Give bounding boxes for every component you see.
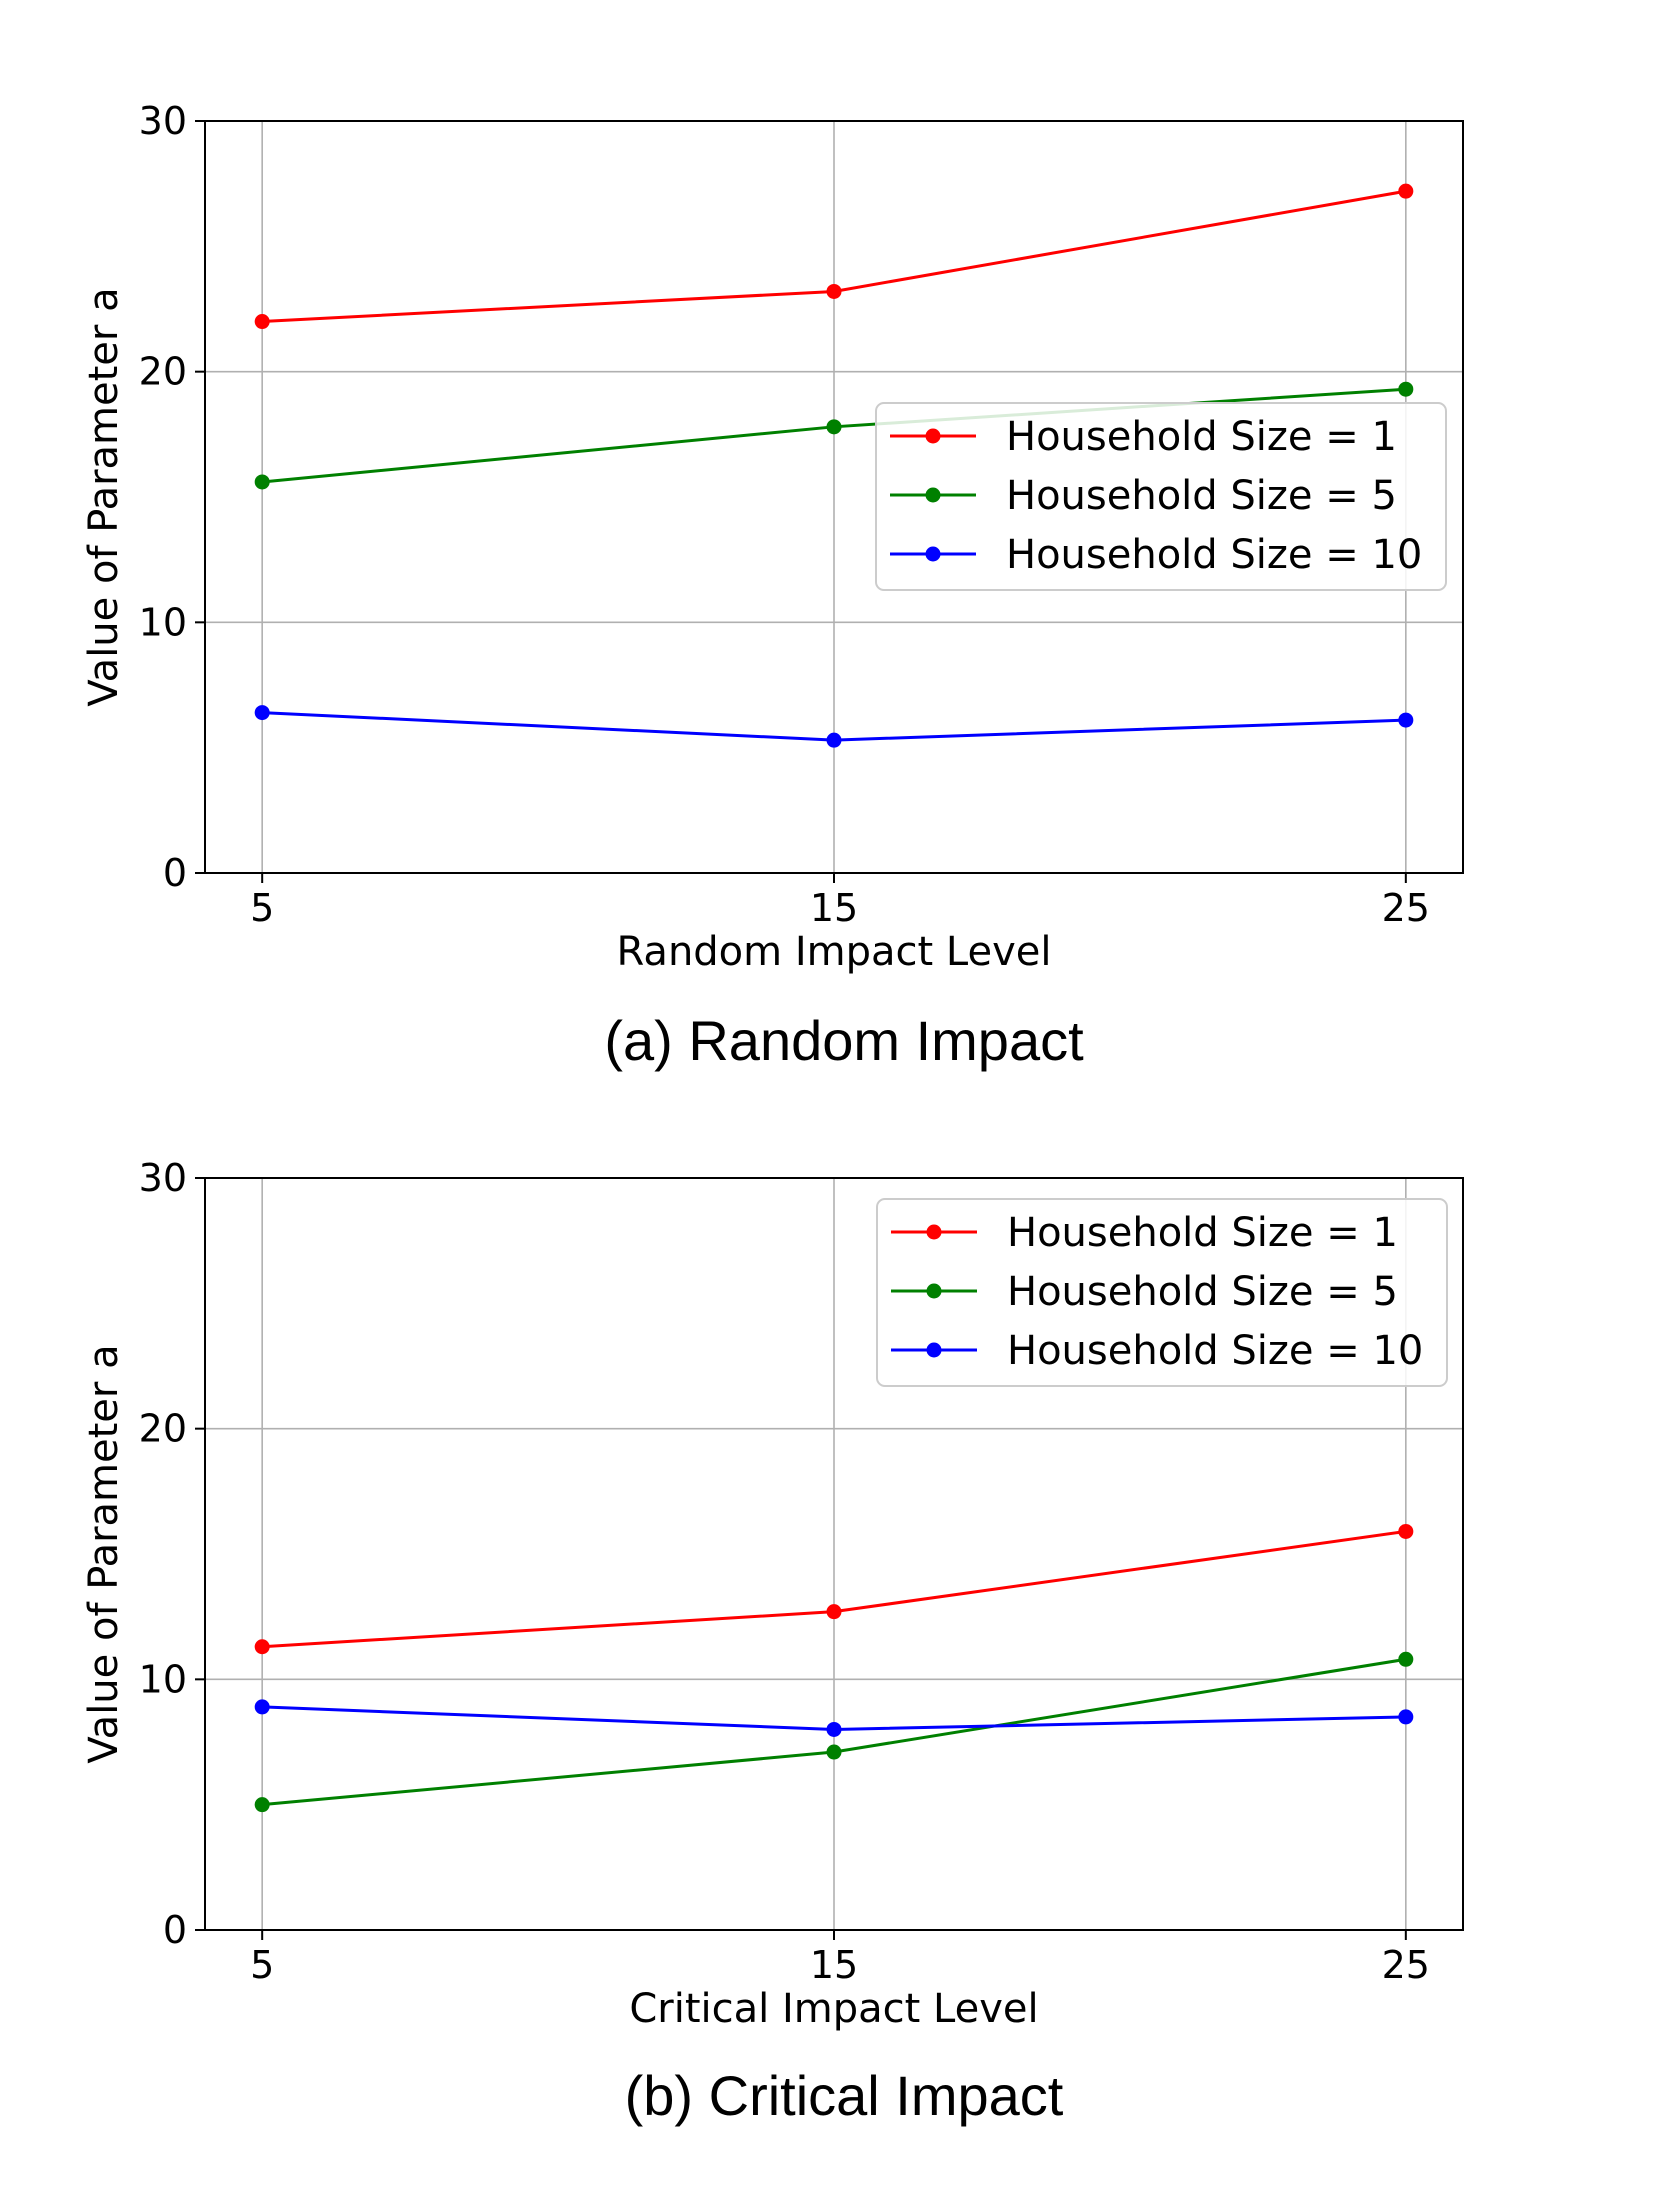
x-tick-label: 15 — [810, 886, 858, 930]
legend-entry: Household Size = 5 — [891, 1269, 1398, 1315]
x-tick-label: 15 — [810, 1943, 858, 1987]
data-point — [826, 283, 842, 299]
panel-caption: (b) Critical Impact — [625, 2064, 1064, 2127]
data-point — [254, 314, 270, 330]
legend-box — [876, 1198, 1448, 1387]
data-point — [254, 705, 270, 721]
data-point — [826, 732, 842, 748]
legend-label: Household Size = 1 — [1007, 1210, 1398, 1256]
data-point — [826, 1604, 842, 1620]
x-tick-labels: 5 15 25 — [250, 1930, 1430, 1987]
legend: Household Size = 1 Household Size = 5 Hous… — [876, 1198, 1448, 1387]
chart-random-impact: 5 15 25 0 10 20 30 Random Impact Level Value … — [81, 99, 1464, 1072]
legend-box — [875, 402, 1447, 591]
legend-label: Household Size = 5 — [1007, 1269, 1398, 1315]
legend-marker — [925, 487, 941, 503]
x-axis-label: Critical Impact Level — [629, 1986, 1038, 2032]
y-tick-labels: 0 10 20 30 — [139, 1156, 205, 1952]
data-point — [254, 1699, 270, 1715]
legend-marker — [926, 1224, 942, 1240]
y-tick-label: 20 — [139, 1407, 187, 1451]
panel-caption: (a) Random Impact — [604, 1009, 1084, 1072]
data-point — [1398, 1523, 1414, 1539]
legend-label: Household Size = 10 — [1007, 1328, 1423, 1374]
legend-entry: Household Size = 1 — [891, 1210, 1398, 1256]
y-tick-labels: 0 10 20 30 — [139, 99, 205, 895]
y-tick-label: 0 — [163, 851, 187, 895]
data-point — [1398, 1651, 1414, 1667]
y-tick-label: 20 — [139, 350, 187, 394]
legend-label: Household Size = 10 — [1006, 532, 1422, 578]
x-tick-labels: 5 15 25 — [250, 873, 1430, 930]
legend-marker — [925, 428, 941, 444]
y-tick-label: 30 — [139, 1156, 187, 1200]
y-tick-label: 30 — [139, 99, 187, 143]
data-point — [826, 1744, 842, 1760]
legend-entry: Household Size = 10 — [891, 1328, 1423, 1374]
legend-entry: Household Size = 1 — [890, 414, 1397, 460]
x-axis-label: Random Impact Level — [617, 929, 1052, 975]
legend-label: Household Size = 1 — [1006, 414, 1397, 460]
legend-label: Household Size = 5 — [1006, 473, 1397, 519]
data-point — [1398, 183, 1414, 199]
legend-entry: Household Size = 10 — [890, 532, 1422, 578]
data-point — [1398, 712, 1414, 728]
y-tick-label: 0 — [163, 1908, 187, 1952]
series-layer — [254, 1523, 1414, 1813]
legend-marker — [925, 546, 941, 562]
y-axis-label: Value of Parameter a — [81, 1344, 127, 1763]
legend: Household Size = 1 Household Size = 5 Hous… — [875, 402, 1447, 591]
legend-marker — [926, 1342, 942, 1358]
data-point — [826, 1721, 842, 1737]
x-tick-label: 25 — [1382, 1943, 1430, 1987]
legend-entry: Household Size = 5 — [890, 473, 1397, 519]
x-tick-label: 5 — [250, 1943, 274, 1987]
x-tick-label: 25 — [1382, 886, 1430, 930]
y-tick-label: 10 — [139, 600, 187, 644]
legend-marker — [926, 1283, 942, 1299]
data-point — [1398, 381, 1414, 397]
data-point — [826, 419, 842, 435]
data-point — [254, 474, 270, 490]
x-tick-label: 5 — [250, 886, 274, 930]
data-point — [1398, 1709, 1414, 1725]
series-layer — [254, 183, 1414, 748]
y-tick-label: 10 — [139, 1657, 187, 1701]
chart-critical-impact: 5 15 25 0 10 20 30 Critical Impact Level Valu… — [81, 1156, 1464, 2127]
data-point — [254, 1639, 270, 1655]
data-point — [254, 1797, 270, 1813]
y-axis-label: Value of Parameter a — [81, 287, 127, 706]
